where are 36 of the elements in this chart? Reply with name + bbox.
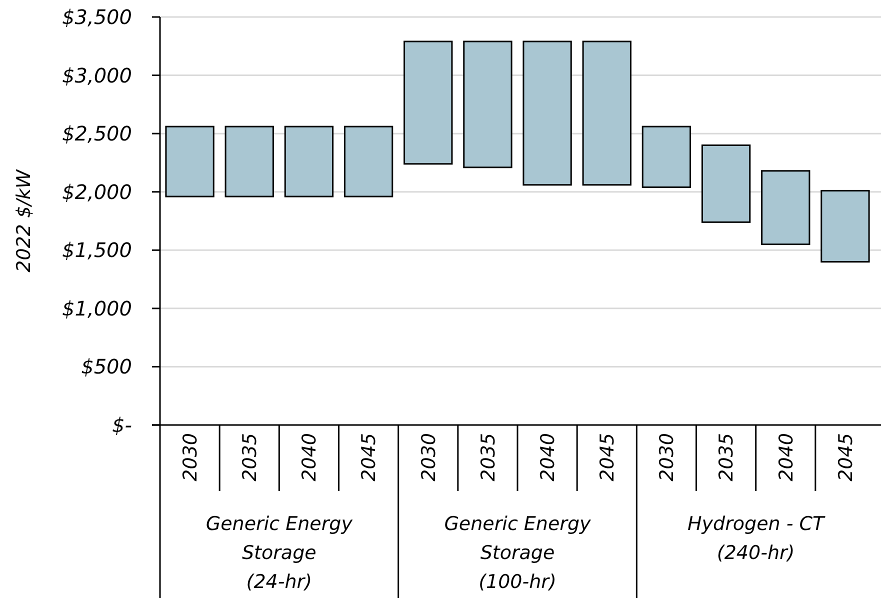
y-tick-label: $2,000 — [62, 180, 132, 204]
y-tick-label: $- — [112, 413, 132, 437]
text: Generic Energy Storage (100-hr) — [444, 513, 592, 593]
text: Generic Energy Storage (24-hr) — [206, 513, 354, 593]
x-tick-label: 2045 — [834, 433, 857, 482]
y-tick-label: $1,000 — [62, 296, 132, 320]
x-tick-label: 2040 — [298, 433, 321, 482]
bar — [404, 40, 453, 165]
bar — [224, 126, 274, 198]
y-tick-label: $2,500 — [62, 122, 132, 146]
y-tick-label: $3,000 — [62, 63, 132, 88]
bar — [642, 126, 692, 188]
bar — [582, 40, 632, 186]
y-tick-label: $3,500 — [62, 5, 132, 29]
bar — [463, 40, 512, 168]
x-tick-label: 2040 — [536, 433, 559, 482]
bar — [284, 126, 334, 198]
y-tick-label: $500 — [81, 354, 132, 379]
x-tick-label: 2035 — [239, 433, 262, 482]
x-tick-label: 2035 — [716, 433, 738, 482]
y-axis-title: 2022 $/kW — [13, 168, 35, 272]
bar — [344, 126, 394, 198]
x-tick-label: 2035 — [477, 433, 500, 482]
x-tick-label: 2030 — [656, 433, 678, 482]
x-tick-label: 2030 — [179, 433, 202, 482]
bar — [701, 144, 751, 223]
bar — [522, 40, 572, 186]
y-tick-label: $1,500 — [62, 238, 132, 262]
bar — [761, 170, 810, 246]
x-tick-label: 2045 — [358, 433, 380, 482]
bar — [165, 126, 214, 198]
x-tick-label: 2045 — [596, 433, 619, 482]
x-tick-label: 2030 — [418, 433, 440, 482]
x-tick-label: 2040 — [775, 433, 798, 482]
bar — [820, 190, 870, 263]
text: Hydrogen - CT (240-hr) — [688, 513, 826, 564]
